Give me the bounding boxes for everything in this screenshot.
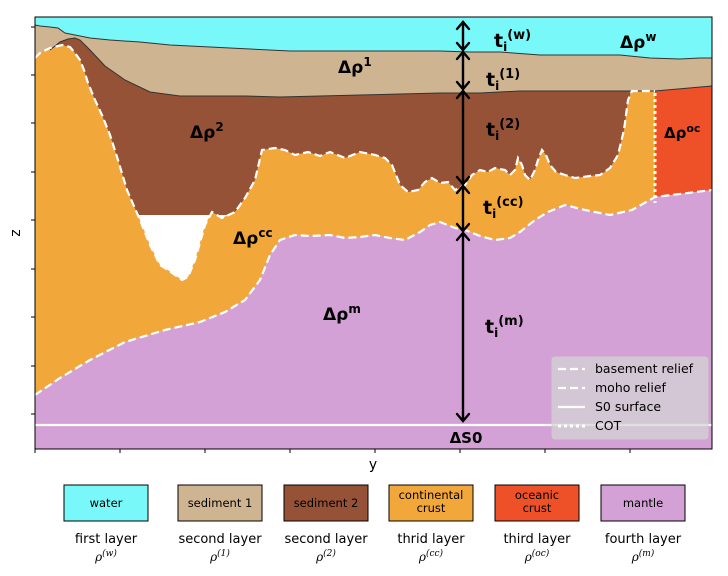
continental-crust-layer	[35, 45, 655, 395]
legend: basement relief moho relief S0 surface C…	[551, 356, 709, 440]
svg-text:S0 surface: S0 surface	[595, 399, 661, 414]
key-name: continental	[399, 488, 464, 502]
key-swatch	[283, 484, 369, 522]
sediment1-density-label: Δρ1	[338, 55, 372, 78]
key-density-symbol: ρ(1)	[209, 548, 230, 564]
oceanic-crust-layer	[655, 86, 712, 197]
moho-relief-line	[35, 188, 712, 396]
key-caption: third layer	[503, 532, 571, 547]
legend-item-cot: COT	[558, 418, 622, 433]
svg-text:COT: COT	[595, 418, 622, 433]
key-density-symbol: ρ(w)	[94, 548, 117, 564]
thickness-label-sediment1: ti(1)	[486, 67, 520, 93]
plot-frame	[34, 16, 713, 450]
key-name: sediment 2	[294, 496, 359, 510]
key-caption: second layer	[284, 532, 368, 547]
key-name: oceanic	[515, 488, 559, 502]
thickness-label-water: ti(w)	[494, 28, 531, 54]
legend-item-moho-relief: moho relief	[558, 380, 667, 395]
key-name: mantle	[623, 496, 663, 510]
key-swatch	[600, 484, 686, 522]
thickness-arrows	[455, 20, 471, 423]
sediment2-density-label: Δρ2	[190, 120, 224, 143]
key-name: crust	[523, 501, 552, 515]
key-name: sediment 1	[188, 496, 253, 510]
legend-item-s0-surface: S0 surface	[558, 399, 661, 414]
key-name: water	[90, 496, 123, 510]
x-axis-label: y	[369, 457, 377, 473]
key-density-symbol: ρ(oc)	[524, 548, 550, 564]
key-density-symbol: ρ(m)	[631, 548, 655, 564]
thickness-label-continental-crust: ti(cc)	[483, 195, 524, 221]
sediment-interface-line	[49, 37, 712, 98]
key-density-symbol: ρ(2)	[315, 548, 336, 564]
continental-crust-density-label: Δρcc	[233, 226, 273, 249]
mantle-layer	[35, 190, 712, 449]
svg-text:basement relief: basement relief	[595, 361, 694, 376]
key-name: crust	[417, 501, 446, 515]
key-caption: second layer	[178, 532, 262, 547]
y-axis-label: z	[8, 229, 24, 236]
key-density-symbol: ρ(cc)	[418, 548, 444, 564]
water-density-label: Δρw	[620, 30, 656, 53]
thickness-label-mantle: ti(m)	[485, 314, 524, 340]
key-caption: fourth layer	[605, 532, 682, 547]
legend-box	[551, 356, 709, 440]
key-caption: first layer	[75, 532, 138, 547]
mantle-density-label: Δρm	[323, 302, 361, 325]
key-swatch	[388, 484, 474, 522]
delta-s0-label: ΔS0	[450, 429, 483, 447]
oceanic-crust-density-label: Δρoc	[664, 122, 700, 142]
key-swatch	[177, 484, 263, 522]
key-caption: thrid layer	[397, 532, 465, 547]
seafloor-line	[35, 24, 712, 60]
axis-ticks	[31, 26, 631, 453]
key-swatch	[494, 484, 580, 522]
svg-text:moho relief: moho relief	[595, 380, 667, 395]
legend-item-basement-relief: basement relief	[558, 361, 694, 376]
thickness-label-sediment2: ti(2)	[486, 117, 520, 143]
key-swatch	[63, 484, 149, 522]
